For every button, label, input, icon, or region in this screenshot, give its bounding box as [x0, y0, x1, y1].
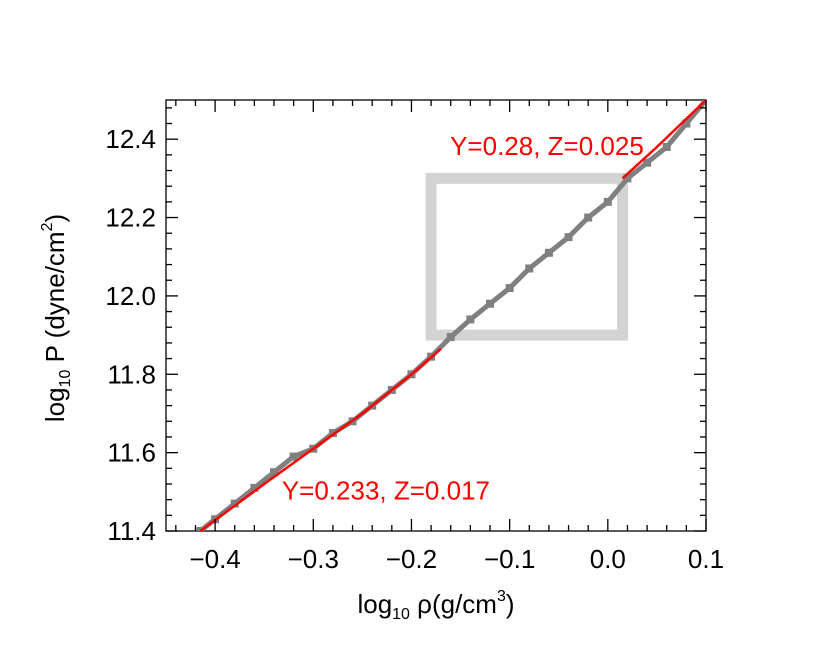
model-marker — [466, 315, 475, 324]
plot-frame — [165, 99, 707, 532]
x-tick-label: −0.2 — [386, 544, 437, 574]
model-marker — [662, 143, 671, 152]
model-marker — [230, 499, 239, 508]
plot-border — [165, 99, 707, 532]
annotation-label: Y=0.28, Z=0.025 — [450, 131, 644, 161]
model-marker — [525, 264, 534, 273]
model-marker — [643, 158, 652, 167]
tick-layer — [166, 100, 707, 532]
annotation-label: Y=0.233, Z=0.017 — [282, 476, 490, 506]
y-tick-label: 12.2 — [105, 203, 156, 233]
annotations: Y=0.28, Z=0.025 Y=0.233, Z=0.017 — [282, 131, 644, 506]
series-line-1 — [621, 100, 706, 180]
model-marker — [486, 299, 494, 308]
model-marker — [544, 248, 553, 257]
model-marker — [623, 174, 632, 183]
model-marker — [270, 468, 278, 477]
model-marker — [196, 527, 205, 531]
model-marker — [584, 213, 593, 222]
model-marker — [328, 429, 337, 438]
x-tick-label: −0.4 — [189, 544, 240, 574]
highlight-box — [425, 172, 629, 341]
y-tick-label: 12.0 — [105, 281, 156, 311]
model-marker — [682, 119, 691, 128]
model-marker — [446, 333, 455, 342]
x-tick-label: 0.0 — [590, 544, 626, 574]
model-marker — [564, 233, 573, 242]
y-axis-title: log10 P (dyne/cm2) — [39, 214, 74, 422]
y-tick-label: 11.4 — [107, 516, 156, 546]
x-tick-label: −0.1 — [484, 544, 535, 574]
y-tick-label: 11.8 — [107, 359, 156, 389]
series-layer — [196, 100, 706, 531]
tick-labels: −0.4 −0.3 −0.2 −0.1 0.0 0.1 11.4 11.6 11.8 12.0 12… — [105, 124, 724, 574]
model-marker — [505, 284, 514, 293]
model-marker — [603, 197, 612, 206]
model-marker — [250, 483, 259, 492]
y-tick-label: 11.6 — [107, 438, 156, 468]
model-line — [198, 100, 706, 531]
y-tick-label: 12.4 — [105, 124, 156, 154]
x-tick-label: 0.1 — [688, 544, 724, 574]
series-line-0 — [199, 347, 442, 531]
highlight-rect — [425, 172, 629, 341]
x-axis-title: log10 ρ(g/cm3) — [357, 588, 514, 623]
model-marker — [289, 452, 298, 461]
x-tick-label: −0.3 — [288, 544, 339, 574]
